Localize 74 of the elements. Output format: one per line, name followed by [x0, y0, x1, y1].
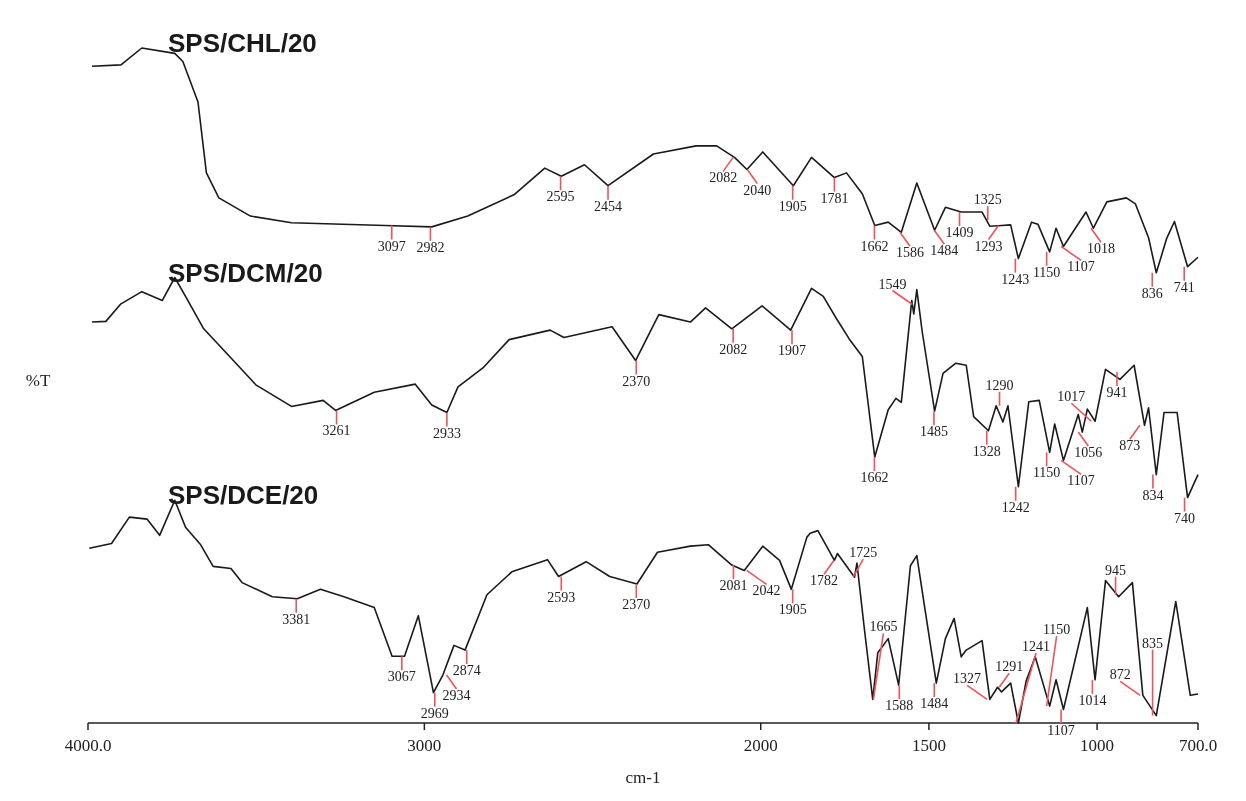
y-axis-title: %T: [25, 370, 51, 390]
annotation: 2982: [416, 239, 445, 255]
annotation: 1662: [860, 470, 889, 486]
series-label: SPS/DCE/20: [168, 480, 319, 511]
annotation: 941: [1106, 385, 1128, 400]
annotation: 872: [1109, 667, 1131, 683]
annotation: 1327: [953, 671, 982, 687]
annotation: 1905: [778, 602, 807, 618]
series-label: SPS/DCM/20: [168, 257, 323, 288]
annotation: 835: [1142, 635, 1164, 651]
x-tick-label: 700.0: [1178, 736, 1218, 755]
annotation: 2934: [442, 688, 471, 704]
annotation: 1107: [1067, 473, 1095, 489]
x-axis-title: cm-1: [625, 768, 661, 787]
annotation: 2082: [719, 341, 748, 357]
annotation: 1484: [930, 243, 959, 259]
annotation: 1588: [885, 698, 914, 714]
annotation: 3381: [282, 611, 311, 627]
annotation: 1485: [919, 424, 948, 440]
annotation: 2081: [719, 578, 748, 594]
annotation: 2595: [546, 189, 575, 205]
annotation: 2042: [752, 583, 781, 599]
annotation: 3097: [377, 238, 406, 254]
x-tick-label: 2000: [743, 736, 778, 755]
annotation: 1665: [869, 619, 898, 635]
annotation: 2370: [622, 596, 651, 612]
annotation: 1107: [1047, 722, 1075, 738]
annotation: 834: [1142, 487, 1164, 503]
annotation: 2933: [432, 425, 461, 441]
annotation: 3067: [387, 669, 416, 685]
x-tick-label: 3000: [407, 736, 442, 755]
x-tick-label: 1000: [1080, 736, 1115, 755]
annotation: 2874: [452, 663, 481, 679]
annotation: 2969: [420, 705, 449, 721]
annotation: 1409: [945, 225, 974, 241]
annotation: 1242: [1001, 499, 1030, 515]
annotation: 2082: [709, 170, 738, 186]
annotation: 1107: [1067, 259, 1095, 275]
annotation: 1290: [985, 377, 1014, 393]
annotation: 1484: [920, 696, 949, 712]
annotation: 3261: [322, 423, 351, 439]
annotation: 740: [1174, 510, 1196, 526]
annotation: 1293: [974, 238, 1003, 254]
annotation: 1907: [778, 343, 807, 359]
annotation: 1056: [1074, 445, 1103, 461]
annotation: 873: [1119, 438, 1141, 454]
annotation: 741: [1173, 279, 1195, 295]
annotation: 1018: [1087, 241, 1116, 257]
annotation: 1905: [778, 198, 807, 214]
annotation: 2040: [743, 182, 772, 198]
annotation: 1325: [973, 192, 1002, 208]
annotation: 1291: [995, 659, 1024, 675]
annotation: 1662: [860, 238, 889, 254]
annotation: 2370: [622, 373, 651, 389]
annotation: 1328: [972, 443, 1001, 459]
x-tick-label: 1500: [911, 736, 946, 755]
x-tick-label: 4000.0: [64, 736, 112, 755]
annotation: 1782: [810, 573, 839, 589]
annotation: 1586: [895, 245, 924, 261]
annotation: 1241: [1022, 639, 1051, 654]
series-label: SPS/CHL/20: [168, 28, 317, 58]
annotation: 2593: [547, 589, 576, 605]
annotation: 2454: [594, 198, 623, 214]
annotation: 1150: [1032, 465, 1061, 481]
annotation: 836: [1141, 285, 1163, 301]
annotation: 1549: [878, 276, 907, 292]
annotation: 1017: [1057, 389, 1086, 405]
annotation: 945: [1105, 562, 1127, 578]
annotation: 1781: [820, 190, 849, 206]
annotation: 1150: [1042, 622, 1071, 638]
annotation: 1150: [1032, 264, 1061, 280]
annotation: 1243: [1001, 271, 1030, 287]
annotation: 1014: [1078, 692, 1107, 708]
annotation: 1725: [849, 545, 878, 561]
